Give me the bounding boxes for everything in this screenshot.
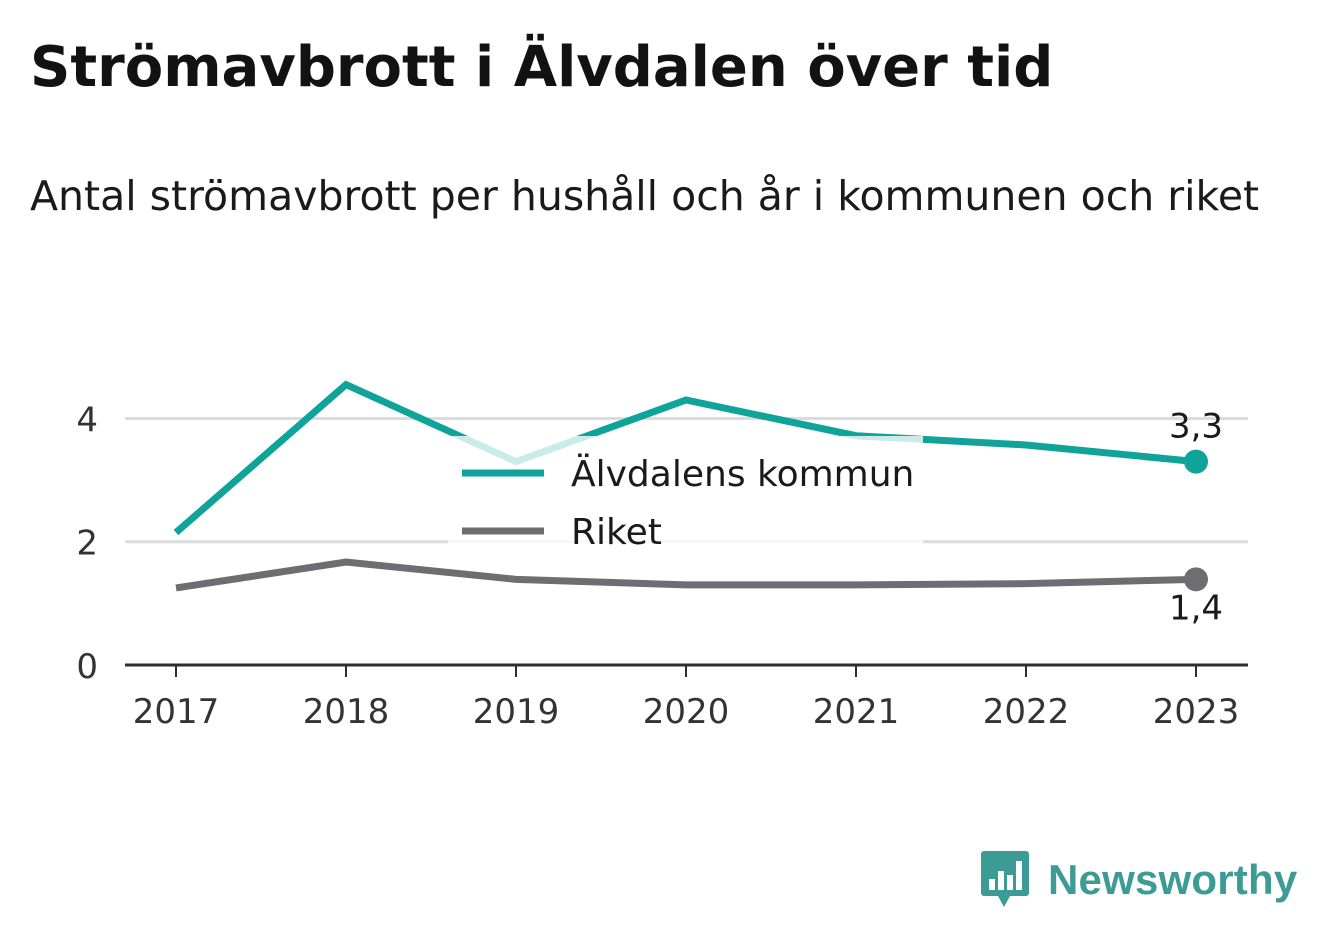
newsworthy-bar-chart-icon [981, 851, 1029, 907]
legend-label-0: Älvdalens kommun [571, 453, 914, 495]
series-end-marker-0 [1184, 449, 1208, 474]
x-tick-label: 2020 [643, 692, 730, 732]
brand-logo[interactable]: Newsworthy [980, 848, 1297, 912]
series-end-label-1: 1,4 [1169, 588, 1223, 628]
series-end-marker-1 [1184, 567, 1208, 592]
y-tick-label: 4 [76, 400, 98, 440]
x-tick-label: 2018 [303, 692, 390, 732]
chart-title: Strömavbrott i Älvdalen över tid [30, 35, 1054, 100]
brand-name: Newsworthy [1048, 856, 1298, 903]
x-tick-label: 2019 [473, 692, 560, 732]
legend-label-1: Riket [571, 512, 662, 553]
series-line-1 [175, 558, 1197, 592]
series-end-label-0: 3,3 [1169, 407, 1223, 447]
x-tick-label: 2021 [813, 692, 900, 732]
y-tick-label: 2 [76, 524, 98, 564]
x-tick-label: 2022 [983, 692, 1070, 732]
series-line-0 [173, 380, 1197, 536]
y-tick-label: 0 [76, 647, 98, 687]
x-tick-label: 2017 [133, 692, 220, 732]
x-tick-label: 2023 [1153, 692, 1240, 732]
chart-subtitle: Antal strömavbrott per hushåll och år i … [30, 172, 1260, 220]
